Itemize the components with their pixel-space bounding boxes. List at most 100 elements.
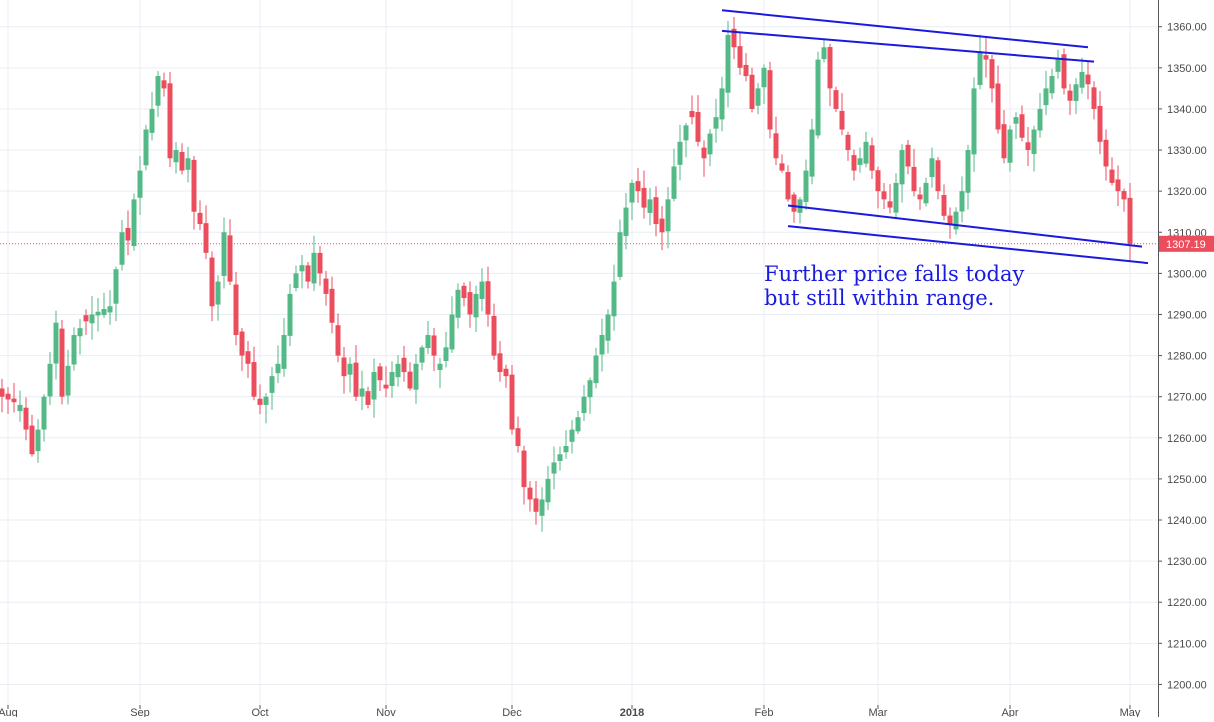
candle[interactable] — [917, 186, 923, 211]
trendline[interactable] — [721, 9, 1089, 49]
candle[interactable] — [677, 124, 683, 181]
candle[interactable] — [1127, 182, 1133, 262]
trendline[interactable] — [721, 29, 1095, 63]
candle[interactable] — [29, 414, 35, 457]
candle[interactable] — [305, 262, 311, 289]
candle[interactable] — [989, 54, 995, 103]
candle[interactable] — [611, 264, 617, 331]
candle[interactable] — [251, 346, 257, 401]
candle[interactable] — [257, 384, 263, 415]
candle[interactable] — [851, 149, 857, 181]
candle[interactable] — [35, 418, 41, 463]
candle[interactable] — [329, 276, 335, 334]
candle[interactable] — [719, 76, 725, 132]
candle[interactable] — [857, 147, 863, 173]
candle[interactable] — [659, 206, 665, 251]
candle[interactable] — [371, 358, 377, 418]
candle[interactable] — [929, 147, 935, 188]
candle[interactable] — [119, 219, 125, 271]
candle[interactable] — [833, 86, 839, 113]
candle[interactable] — [629, 179, 635, 221]
candle[interactable] — [347, 357, 353, 393]
candle[interactable] — [965, 144, 971, 210]
candle[interactable] — [995, 65, 1001, 134]
candle[interactable] — [71, 327, 77, 371]
candle[interactable] — [413, 354, 419, 404]
candle[interactable] — [497, 341, 503, 382]
candle[interactable] — [125, 210, 131, 256]
candle[interactable] — [779, 154, 785, 173]
candle[interactable] — [113, 266, 119, 322]
candle[interactable] — [1001, 110, 1007, 164]
candle[interactable] — [275, 345, 281, 384]
candle[interactable] — [491, 303, 497, 360]
candle[interactable] — [1103, 129, 1109, 181]
candle[interactable] — [1019, 105, 1025, 142]
candle[interactable] — [233, 271, 239, 346]
candle[interactable] — [899, 144, 905, 203]
candle[interactable] — [353, 345, 359, 402]
candle[interactable] — [437, 357, 443, 389]
candle[interactable] — [767, 61, 773, 139]
candle[interactable] — [23, 397, 29, 441]
candle[interactable] — [887, 184, 893, 214]
candle[interactable] — [173, 141, 179, 174]
candle[interactable] — [1097, 91, 1103, 155]
candle[interactable] — [11, 383, 17, 413]
candle[interactable] — [107, 290, 113, 325]
candle[interactable] — [479, 268, 485, 312]
candle[interactable] — [869, 137, 875, 179]
candle[interactable] — [131, 193, 137, 251]
candle[interactable] — [401, 345, 407, 382]
candle[interactable] — [1061, 48, 1067, 95]
candle[interactable] — [167, 71, 173, 167]
candle[interactable] — [425, 320, 431, 354]
candle[interactable] — [293, 265, 299, 292]
candle[interactable] — [743, 53, 749, 82]
candle[interactable] — [725, 20, 731, 108]
candle[interactable] — [443, 331, 449, 368]
candle[interactable] — [245, 340, 251, 379]
candle[interactable] — [1085, 61, 1091, 100]
candle[interactable] — [515, 416, 521, 453]
candle[interactable] — [1109, 157, 1115, 186]
candle[interactable] — [569, 419, 575, 454]
candle[interactable] — [419, 345, 425, 371]
candle[interactable] — [881, 182, 887, 210]
candle[interactable] — [983, 37, 989, 78]
candle[interactable] — [539, 487, 545, 532]
candle[interactable] — [239, 328, 245, 371]
candle[interactable] — [1043, 70, 1049, 116]
candle[interactable] — [179, 143, 185, 175]
candle[interactable] — [545, 465, 551, 511]
candle[interactable] — [707, 129, 713, 167]
candle[interactable] — [473, 285, 479, 332]
candle[interactable] — [791, 192, 797, 223]
candle[interactable] — [1007, 125, 1013, 172]
candle[interactable] — [41, 394, 47, 442]
candle[interactable] — [377, 363, 383, 392]
candle[interactable] — [617, 219, 623, 281]
candle[interactable] — [215, 275, 221, 321]
candle[interactable] — [1067, 83, 1073, 115]
candle[interactable] — [53, 310, 59, 380]
candle[interactable] — [395, 355, 401, 387]
candle[interactable] — [905, 139, 911, 175]
candle[interactable] — [311, 235, 317, 292]
candle[interactable] — [581, 384, 587, 421]
candle[interactable] — [95, 298, 101, 332]
candle[interactable] — [77, 319, 83, 355]
candle[interactable] — [431, 327, 437, 372]
candle[interactable] — [785, 165, 791, 202]
candle[interactable] — [533, 481, 539, 525]
candle[interactable] — [5, 387, 11, 414]
candle[interactable] — [1079, 57, 1085, 94]
candle[interactable] — [647, 187, 653, 226]
candle[interactable] — [839, 93, 845, 136]
candle[interactable] — [599, 318, 605, 372]
candle[interactable] — [803, 159, 809, 210]
candle[interactable] — [299, 255, 305, 289]
candle[interactable] — [335, 313, 341, 363]
candle[interactable] — [221, 217, 227, 289]
